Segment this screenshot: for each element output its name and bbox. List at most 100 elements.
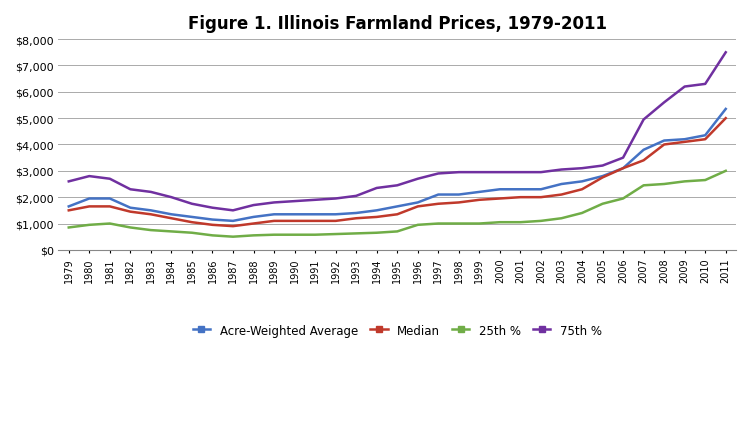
Acre-Weighted Average — [85, 196, 94, 201]
Median — [290, 219, 299, 224]
25th % — [475, 222, 484, 227]
75th % — [65, 179, 74, 184]
25th % — [578, 211, 587, 216]
75th % — [208, 206, 217, 211]
Acre-Weighted Average — [65, 204, 74, 210]
Median — [105, 204, 114, 210]
Median — [434, 202, 443, 207]
Acre-Weighted Average — [372, 208, 382, 213]
Acre-Weighted Average — [680, 137, 689, 142]
Legend: Acre-Weighted Average, Median, 25th %, 75th %: Acre-Weighted Average, Median, 25th %, 7… — [188, 319, 607, 342]
75th % — [188, 202, 197, 207]
Acre-Weighted Average — [516, 187, 525, 193]
25th % — [557, 216, 566, 221]
75th % — [270, 200, 279, 205]
25th % — [659, 182, 668, 187]
75th % — [167, 195, 176, 200]
75th % — [393, 183, 402, 188]
Acre-Weighted Average — [311, 212, 320, 217]
25th % — [85, 223, 94, 228]
75th % — [331, 196, 340, 201]
25th % — [434, 222, 443, 227]
25th % — [721, 169, 730, 174]
Median — [659, 143, 668, 148]
Line: 75th %: 75th % — [69, 53, 725, 211]
75th % — [434, 172, 443, 177]
Median — [249, 222, 258, 227]
75th % — [721, 51, 730, 56]
Median — [516, 195, 525, 200]
25th % — [639, 183, 648, 188]
75th % — [413, 177, 422, 182]
75th % — [701, 82, 710, 87]
75th % — [475, 170, 484, 175]
25th % — [516, 220, 525, 225]
Acre-Weighted Average — [434, 193, 443, 198]
25th % — [454, 222, 463, 227]
Acre-Weighted Average — [146, 208, 155, 213]
75th % — [351, 194, 360, 199]
25th % — [619, 196, 628, 201]
Median — [496, 196, 505, 201]
Median — [270, 219, 279, 224]
Median — [475, 198, 484, 203]
Acre-Weighted Average — [188, 215, 197, 220]
25th % — [167, 229, 176, 234]
Median — [208, 223, 217, 228]
25th % — [598, 202, 607, 207]
Median — [639, 158, 648, 164]
Acre-Weighted Average — [659, 138, 668, 144]
Acre-Weighted Average — [598, 174, 607, 179]
Median — [454, 200, 463, 205]
Median — [65, 208, 74, 213]
25th % — [270, 233, 279, 238]
75th % — [578, 166, 587, 171]
25th % — [680, 179, 689, 184]
Line: Median: Median — [69, 119, 725, 227]
Median — [578, 187, 587, 193]
Median — [598, 176, 607, 181]
Acre-Weighted Average — [208, 218, 217, 223]
Acre-Weighted Average — [619, 166, 628, 171]
Median — [372, 215, 382, 220]
Median — [146, 212, 155, 217]
25th % — [188, 230, 197, 236]
Median — [721, 116, 730, 121]
75th % — [598, 164, 607, 169]
25th % — [249, 233, 258, 239]
Median — [311, 219, 320, 224]
25th % — [413, 223, 422, 228]
25th % — [146, 228, 155, 233]
75th % — [536, 170, 545, 175]
Median — [167, 216, 176, 221]
75th % — [290, 199, 299, 204]
Line: 25th %: 25th % — [69, 171, 725, 237]
Median — [188, 220, 197, 225]
Acre-Weighted Average — [413, 200, 422, 205]
Median — [413, 204, 422, 210]
Acre-Weighted Average — [290, 212, 299, 217]
25th % — [65, 225, 74, 230]
Acre-Weighted Average — [393, 204, 402, 210]
Median — [680, 140, 689, 145]
Acre-Weighted Average — [701, 133, 710, 138]
75th % — [454, 170, 463, 175]
25th % — [701, 178, 710, 183]
Acre-Weighted Average — [454, 193, 463, 198]
Line: Acre-Weighted Average: Acre-Weighted Average — [69, 109, 725, 222]
Median — [536, 195, 545, 200]
75th % — [85, 174, 94, 179]
25th % — [351, 231, 360, 236]
Acre-Weighted Average — [639, 148, 648, 153]
75th % — [639, 118, 648, 123]
Median — [85, 204, 94, 210]
75th % — [659, 101, 668, 106]
75th % — [228, 208, 237, 213]
75th % — [146, 190, 155, 195]
75th % — [249, 203, 258, 208]
25th % — [372, 230, 382, 236]
Median — [393, 212, 402, 217]
75th % — [619, 156, 628, 161]
25th % — [536, 219, 545, 224]
75th % — [557, 167, 566, 173]
